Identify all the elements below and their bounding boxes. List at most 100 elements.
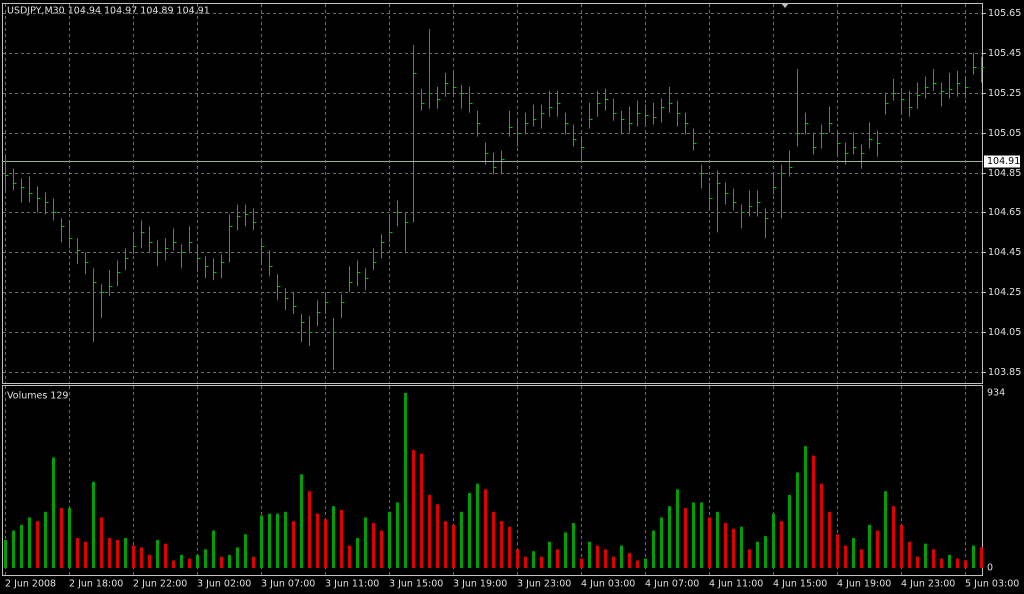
volume-bar bbox=[676, 489, 679, 568]
volume-bar bbox=[84, 541, 87, 568]
volume-bar bbox=[628, 553, 631, 568]
volume-bar bbox=[484, 489, 487, 568]
price-label: 104.91 bbox=[987, 156, 1020, 167]
x-tick-label: 3 Jun 15:00 bbox=[389, 579, 443, 590]
volume-bar bbox=[572, 523, 575, 568]
volume-bar bbox=[420, 453, 423, 568]
volume-bar bbox=[380, 530, 383, 568]
volume-bar bbox=[524, 556, 527, 568]
volume-bar bbox=[668, 506, 671, 568]
volume-bar bbox=[596, 545, 599, 568]
x-tick-label: 3 Jun 19:00 bbox=[453, 579, 507, 590]
volume-bar bbox=[140, 547, 143, 568]
volume-bar bbox=[860, 549, 863, 568]
volume-bar bbox=[980, 547, 983, 568]
volume-bar bbox=[812, 455, 815, 568]
volume-bar bbox=[348, 545, 351, 568]
chart-header: USDJPY,M30 104.94 104.97 104.89 104.91 bbox=[7, 6, 210, 17]
x-tick-label: 3 Jun 11:00 bbox=[325, 579, 379, 590]
y-tick-label: 934 bbox=[987, 388, 1005, 399]
volume-bar bbox=[428, 494, 431, 568]
volume-bar bbox=[28, 517, 31, 568]
x-tick-label: 4 Jun 15:00 bbox=[773, 579, 827, 590]
volume-bar bbox=[460, 511, 463, 568]
x-tick-label: 4 Jun 23:00 bbox=[901, 579, 955, 590]
volume-bar bbox=[476, 483, 479, 568]
volume-bar bbox=[452, 524, 455, 568]
volume-bar bbox=[324, 519, 327, 568]
volume-bar bbox=[868, 524, 871, 568]
volume-bar bbox=[956, 558, 959, 568]
volume-bar bbox=[700, 502, 703, 568]
x-tick-label: 4 Jun 19:00 bbox=[837, 579, 891, 590]
volume-bar bbox=[588, 541, 591, 568]
volume-bar bbox=[12, 530, 15, 568]
volume-bar bbox=[844, 545, 847, 568]
volume-bar bbox=[220, 556, 223, 568]
volume-bar bbox=[20, 524, 23, 568]
y-tick-label: 105.25 bbox=[988, 88, 1021, 99]
volume-bar bbox=[772, 513, 775, 568]
volume-bar bbox=[284, 511, 287, 568]
volume-bar bbox=[796, 472, 799, 568]
volume-panel bbox=[2, 385, 983, 576]
x-tick-label: 3 Jun 02:00 bbox=[197, 579, 251, 590]
volume-bar bbox=[948, 554, 951, 568]
shift-marker bbox=[781, 3, 789, 8]
volume-bar bbox=[924, 543, 927, 568]
price-panel bbox=[2, 3, 983, 384]
volume-bar bbox=[556, 549, 559, 568]
volume-bar bbox=[236, 547, 239, 568]
volume-bar bbox=[444, 521, 447, 568]
volume-bar bbox=[900, 524, 903, 568]
volume-bar bbox=[300, 474, 303, 568]
volume-bar bbox=[828, 511, 831, 568]
volume-bar bbox=[308, 491, 311, 568]
volume-bar bbox=[52, 457, 55, 568]
y-tick-label: 104.05 bbox=[988, 327, 1021, 338]
volume-bar bbox=[212, 530, 215, 568]
x-tick-label: 4 Jun 03:00 bbox=[581, 579, 635, 590]
volume-bar bbox=[436, 504, 439, 568]
y-tick-label: 104.85 bbox=[988, 168, 1021, 179]
y-tick-label: 0 bbox=[987, 563, 993, 574]
volume-bar bbox=[708, 517, 711, 568]
volume-bar bbox=[388, 511, 391, 568]
volume-bar bbox=[364, 517, 367, 568]
volume-bar bbox=[748, 549, 751, 568]
volume-bar bbox=[188, 558, 191, 568]
volume-bar bbox=[820, 483, 823, 568]
x-tick-label: 5 Jun 03:00 bbox=[965, 579, 1019, 590]
volume-bar bbox=[244, 534, 247, 568]
volume-bar bbox=[652, 530, 655, 568]
volume-bar bbox=[340, 509, 343, 568]
volume-bar bbox=[156, 539, 159, 568]
volume-bar bbox=[172, 560, 175, 568]
volume-bar bbox=[76, 538, 79, 568]
x-tick-label: 2 Jun 22:00 bbox=[133, 579, 187, 590]
volume-bar bbox=[260, 515, 263, 568]
y-tick-label: 105.45 bbox=[988, 48, 1021, 59]
volume-bar bbox=[356, 538, 359, 568]
volume-bar bbox=[684, 508, 687, 568]
volume-bar bbox=[972, 545, 975, 568]
volume-bar bbox=[916, 556, 919, 568]
volume-bar bbox=[68, 508, 71, 568]
volume-bar bbox=[92, 481, 95, 568]
volume-bar bbox=[804, 446, 807, 568]
y-tick-label: 105.05 bbox=[988, 128, 1021, 139]
volume-bar bbox=[884, 491, 887, 568]
price-label-box bbox=[984, 155, 1020, 168]
volume-bar bbox=[44, 511, 47, 568]
volume-bar bbox=[724, 523, 727, 568]
volume-bar bbox=[196, 554, 199, 568]
volume-bar bbox=[732, 528, 735, 568]
volume-bar bbox=[508, 526, 511, 568]
y-tick-label: 105.65 bbox=[988, 8, 1021, 19]
volume-bar bbox=[540, 556, 543, 568]
volume-bar bbox=[764, 536, 767, 568]
volume-bar bbox=[500, 521, 503, 568]
volume-bar bbox=[36, 521, 39, 568]
volume-bar bbox=[636, 560, 639, 568]
